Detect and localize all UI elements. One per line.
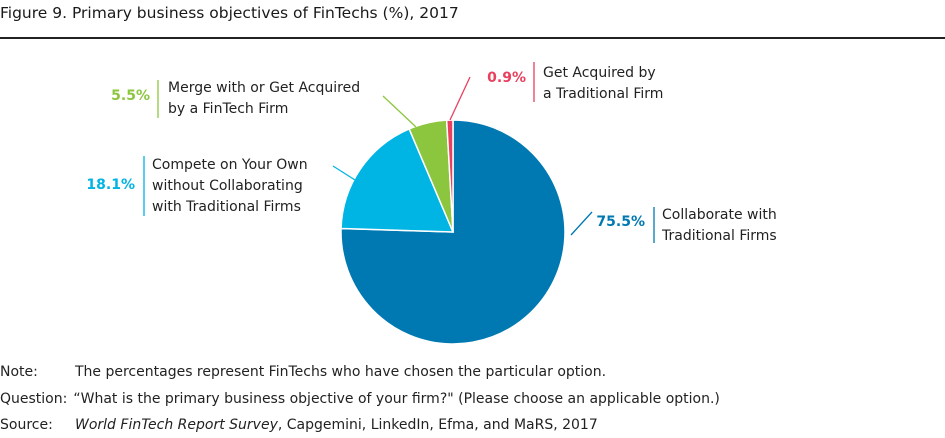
source-text: , Capgemini, LinkedIn, Efma, and MaRS, 2…	[277, 417, 598, 433]
question-line: Question: “What is the primary business o…	[0, 391, 720, 407]
chart-title: Figure 9. Primary business objectives of…	[0, 4, 459, 22]
slice-compete	[340, 127, 455, 233]
pie-chart: 75.5% Collaborate with Traditional Firms 18…	[86, 62, 777, 345]
pct-label-acquired-traditional: 0.9%	[487, 70, 526, 86]
leader-line	[382, 95, 417, 128]
pie-slices	[340, 119, 566, 345]
note-text: The percentages represent FinTechs who h…	[75, 364, 607, 380]
pie-labels: 75.5% Collaborate with Traditional Firms 18…	[86, 62, 777, 244]
question-text: “What is the primary business objective …	[73, 391, 720, 407]
leader-line	[570, 211, 593, 236]
source-line: Source: World FinTech Report Survey, Capg…	[0, 417, 598, 433]
label-collaborate: Collaborate with Traditional Firms	[661, 207, 777, 244]
leader-line	[332, 165, 356, 181]
source-key: Source:	[0, 417, 53, 433]
pct-label-merge-fintech: 5.5%	[111, 88, 150, 104]
slice-acquired-traditional	[445, 119, 454, 233]
note-key: Note:	[0, 364, 38, 380]
question-key: Question:	[0, 391, 68, 407]
label-merge-fintech: Merge with or Get Acquired by a FinTech F…	[168, 80, 360, 117]
label-compete: Compete on Your Own without Collaborating…	[152, 157, 308, 215]
label-acquired-traditional: Get Acquired by a Traditional Firm	[543, 65, 663, 102]
note-line: Note: The percentages represent FinTechs …	[0, 364, 606, 380]
pct-label-collaborate: 75.5%	[596, 214, 645, 230]
source-survey-name: World FinTech Report Survey	[75, 417, 278, 433]
title-divider	[0, 37, 945, 39]
pct-label-compete: 18.1%	[86, 177, 135, 193]
leader-line	[449, 76, 471, 121]
